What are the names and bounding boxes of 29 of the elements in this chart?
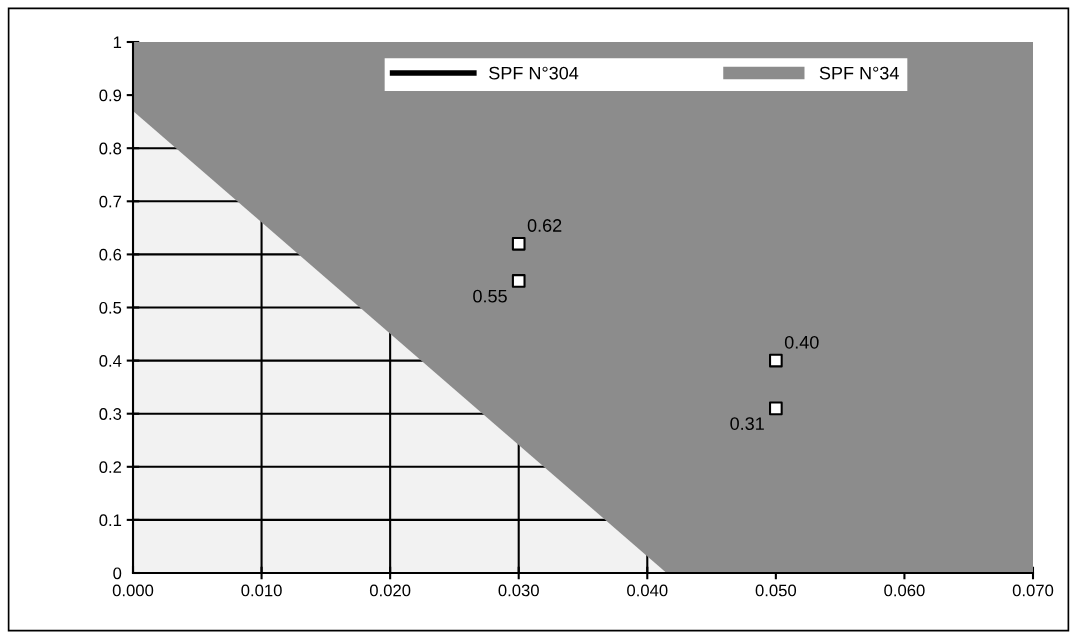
point: [511, 236, 526, 251]
y-tick-label: 0.6: [99, 248, 122, 261]
legend-label: SPF N°304: [489, 66, 579, 80]
y-tick-label: 1: [113, 36, 122, 49]
y-tick-label: 0.2: [99, 461, 122, 473]
x-tick-label: 0.010: [241, 584, 282, 597]
x-tick-label: 0.030: [498, 584, 539, 597]
point: [769, 401, 783, 416]
x-tick-label: 0.040: [627, 584, 668, 597]
y-tick-label: 0.8: [99, 142, 122, 155]
y-tick-label: 0.4: [99, 355, 122, 367]
x-tick-label: 0.000: [112, 584, 154, 597]
point: [511, 274, 526, 288]
data-label: 0.62: [527, 219, 562, 232]
y-tick-label: 0: [113, 567, 122, 580]
y-tick-label: 0.9: [99, 89, 122, 102]
legend-label: SPF N°34: [819, 66, 899, 80]
x-tick-label: 0.070: [1012, 584, 1054, 597]
point: [769, 353, 783, 368]
data-label: 0.55: [473, 289, 507, 303]
data-label: 0.40: [784, 335, 819, 349]
data-label: 0.31: [730, 417, 764, 430]
y-tick-label: 0.7: [99, 195, 122, 208]
x-tick-label: 0.060: [884, 584, 925, 597]
y-tick-label: 0.3: [99, 408, 122, 420]
y-tick-label: 0.5: [99, 301, 122, 314]
x-tick-label: 0.050: [755, 584, 797, 597]
y-tick-label: 0.1: [99, 514, 122, 527]
x-tick-label: 0.020: [369, 584, 411, 597]
